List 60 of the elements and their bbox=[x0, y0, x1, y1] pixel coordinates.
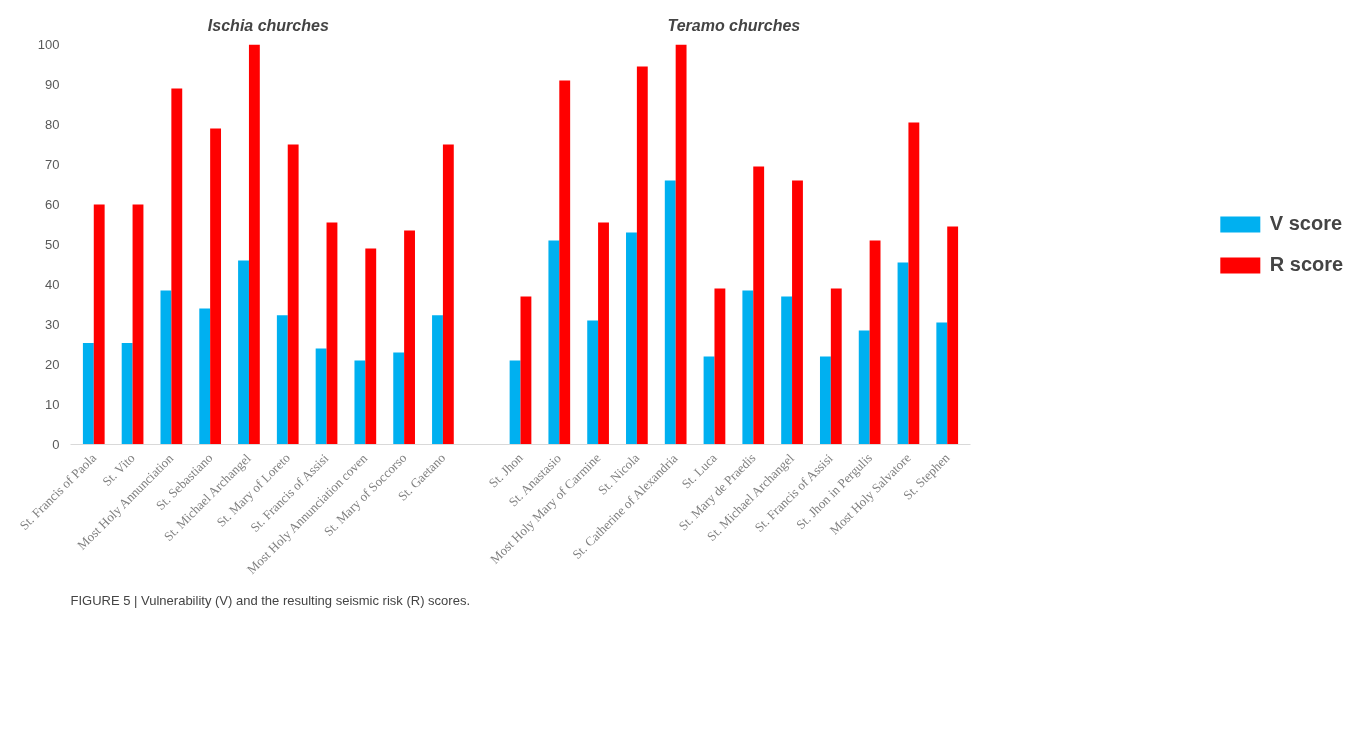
bar bbox=[598, 222, 609, 445]
y-tick-label: 90 bbox=[45, 77, 60, 92]
bar bbox=[714, 288, 726, 445]
bar bbox=[908, 122, 920, 445]
bar bbox=[664, 180, 676, 445]
bar bbox=[559, 80, 571, 445]
bar bbox=[819, 356, 831, 445]
bar bbox=[675, 44, 687, 445]
y-tick-label: 30 bbox=[45, 317, 60, 332]
bar bbox=[830, 288, 842, 445]
bar bbox=[326, 222, 338, 445]
bar bbox=[781, 296, 793, 445]
bar bbox=[858, 330, 870, 445]
bar bbox=[520, 296, 532, 445]
y-tick-label: 50 bbox=[45, 237, 60, 252]
bar bbox=[548, 240, 560, 445]
y-tick-label: 10 bbox=[45, 397, 60, 412]
bar bbox=[947, 226, 959, 445]
legend-label: V score bbox=[1269, 212, 1343, 235]
bar bbox=[897, 262, 909, 445]
y-tick-label: 100 bbox=[37, 37, 60, 52]
y-tick-label: 80 bbox=[45, 117, 60, 132]
bar bbox=[936, 322, 948, 445]
bar bbox=[276, 315, 288, 445]
bar bbox=[121, 342, 133, 445]
bar bbox=[703, 356, 715, 445]
bar bbox=[132, 204, 144, 445]
bar bbox=[432, 315, 443, 445]
bar bbox=[869, 240, 881, 445]
y-tick-label: 40 bbox=[45, 277, 60, 292]
bar bbox=[238, 260, 249, 445]
bar bbox=[93, 204, 105, 445]
bar bbox=[199, 308, 211, 445]
y-tick-label: 20 bbox=[45, 357, 60, 372]
bar bbox=[248, 44, 260, 445]
bar bbox=[792, 180, 803, 445]
bar bbox=[315, 348, 327, 445]
bar bbox=[171, 88, 183, 445]
bar bbox=[393, 352, 405, 445]
text: Ischia churches bbox=[207, 16, 329, 34]
bar bbox=[636, 66, 648, 445]
caption: FIGURE 5 | Vulnerability (V) and the resulting seismic risk (R) scores. bbox=[70, 592, 471, 608]
bar bbox=[626, 232, 637, 445]
y-tick-label: 60 bbox=[45, 197, 60, 212]
bar bbox=[404, 230, 415, 445]
bar bbox=[287, 144, 299, 445]
legend-label: R score bbox=[1269, 253, 1344, 276]
bar bbox=[509, 360, 521, 445]
bar bbox=[753, 166, 765, 445]
text: Teramo churches bbox=[667, 16, 801, 34]
bar bbox=[365, 248, 377, 445]
y-tick-label: 0 bbox=[52, 437, 60, 452]
bar bbox=[210, 128, 222, 445]
bar bbox=[742, 290, 754, 445]
bar bbox=[442, 144, 454, 445]
y-tick-label: 70 bbox=[45, 157, 60, 172]
bar bbox=[354, 360, 366, 445]
bar bbox=[82, 342, 94, 445]
bar bbox=[587, 320, 599, 445]
bar bbox=[160, 290, 172, 445]
